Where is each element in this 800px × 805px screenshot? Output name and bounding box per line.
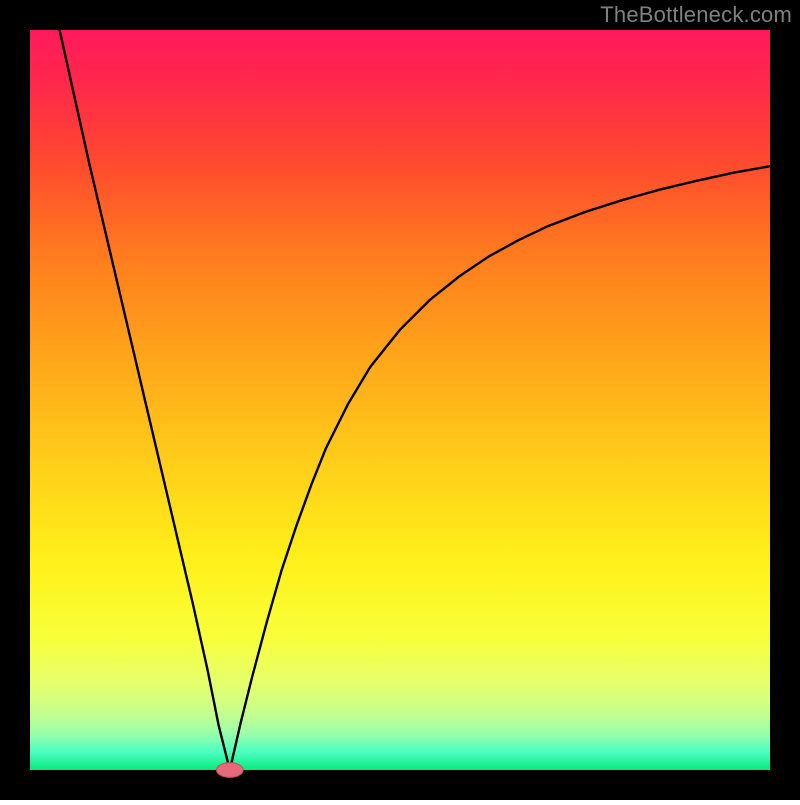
gradient-background bbox=[30, 30, 770, 770]
bottleneck-chart: TheBottleneck.com bbox=[0, 0, 800, 800]
minimum-marker bbox=[216, 763, 243, 778]
watermark-text: TheBottleneck.com bbox=[600, 2, 792, 28]
chart-svg bbox=[0, 0, 800, 800]
